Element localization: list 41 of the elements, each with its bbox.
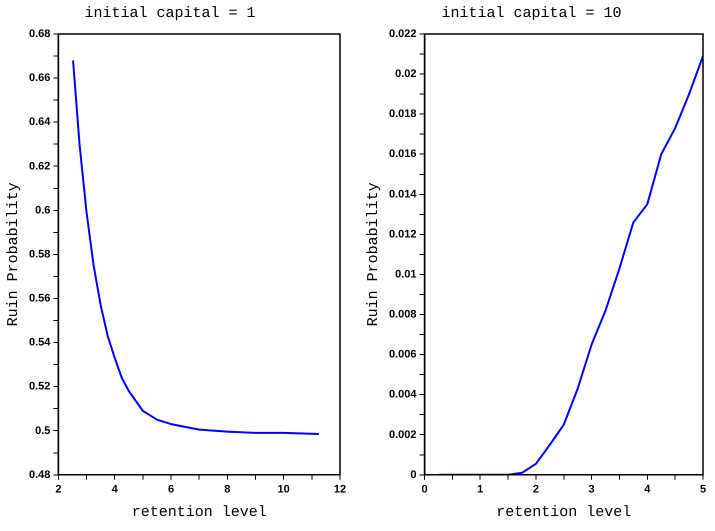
x-axis-title: retention level	[132, 504, 267, 521]
y-tick-label: 0.01	[395, 268, 417, 280]
y-tick-label: 0.02	[395, 68, 417, 80]
y-tick-label: 0.62	[28, 160, 50, 172]
x-tick-label: 2	[55, 483, 62, 496]
x-tick-label: 0	[421, 483, 428, 496]
y-tick-label: 0.012	[388, 228, 417, 240]
y-tick-label: 0.002	[388, 428, 417, 441]
y-tick-label: 0.008	[388, 308, 417, 321]
y-tick-label: 0.56	[28, 292, 50, 305]
chart-title: initial capital = 10	[441, 4, 622, 22]
y-tick-label: 0.014	[388, 188, 418, 200]
chart-title: initial capital = 1	[84, 4, 256, 22]
y-tick-label: 0	[410, 468, 417, 481]
y-tick-label: 0.68	[28, 28, 50, 40]
x-tick-label: 6	[168, 483, 174, 496]
x-tick-label: 4	[644, 483, 652, 496]
y-tick-label: 0.5	[35, 424, 50, 437]
x-tick-label: 12	[334, 483, 346, 496]
y-tick-label: 0.58	[28, 248, 50, 260]
y-tick-label: 0.018	[388, 108, 417, 120]
y-axis-title: Ruin Probability	[4, 182, 22, 326]
y-tick-label: 0.004	[388, 388, 418, 401]
x-tick-label: 3	[588, 483, 595, 496]
y-tick-label: 0.52	[28, 380, 50, 393]
y-tick-label: 0.016	[388, 148, 417, 160]
x-axis-title: retention level	[496, 504, 632, 521]
y-tick-label: 0.64	[28, 116, 52, 128]
y-tick-label: 0.6	[35, 204, 50, 216]
x-tick-label: 1	[477, 483, 484, 496]
y-tick-label: 0.66	[28, 72, 50, 84]
y-axis-title: Ruin Probability	[364, 182, 382, 326]
x-tick-label: 8	[224, 483, 230, 496]
y-tick-label: 0.006	[388, 348, 417, 361]
y-tick-label: 0.54	[28, 336, 52, 349]
x-tick-label: 10	[278, 483, 290, 496]
y-tick-label: 0.022	[388, 28, 417, 40]
x-tick-label: 2	[532, 483, 539, 496]
x-tick-label: 4	[112, 483, 119, 496]
x-tick-label: 5	[700, 483, 706, 496]
y-tick-label: 0.48	[28, 468, 50, 481]
